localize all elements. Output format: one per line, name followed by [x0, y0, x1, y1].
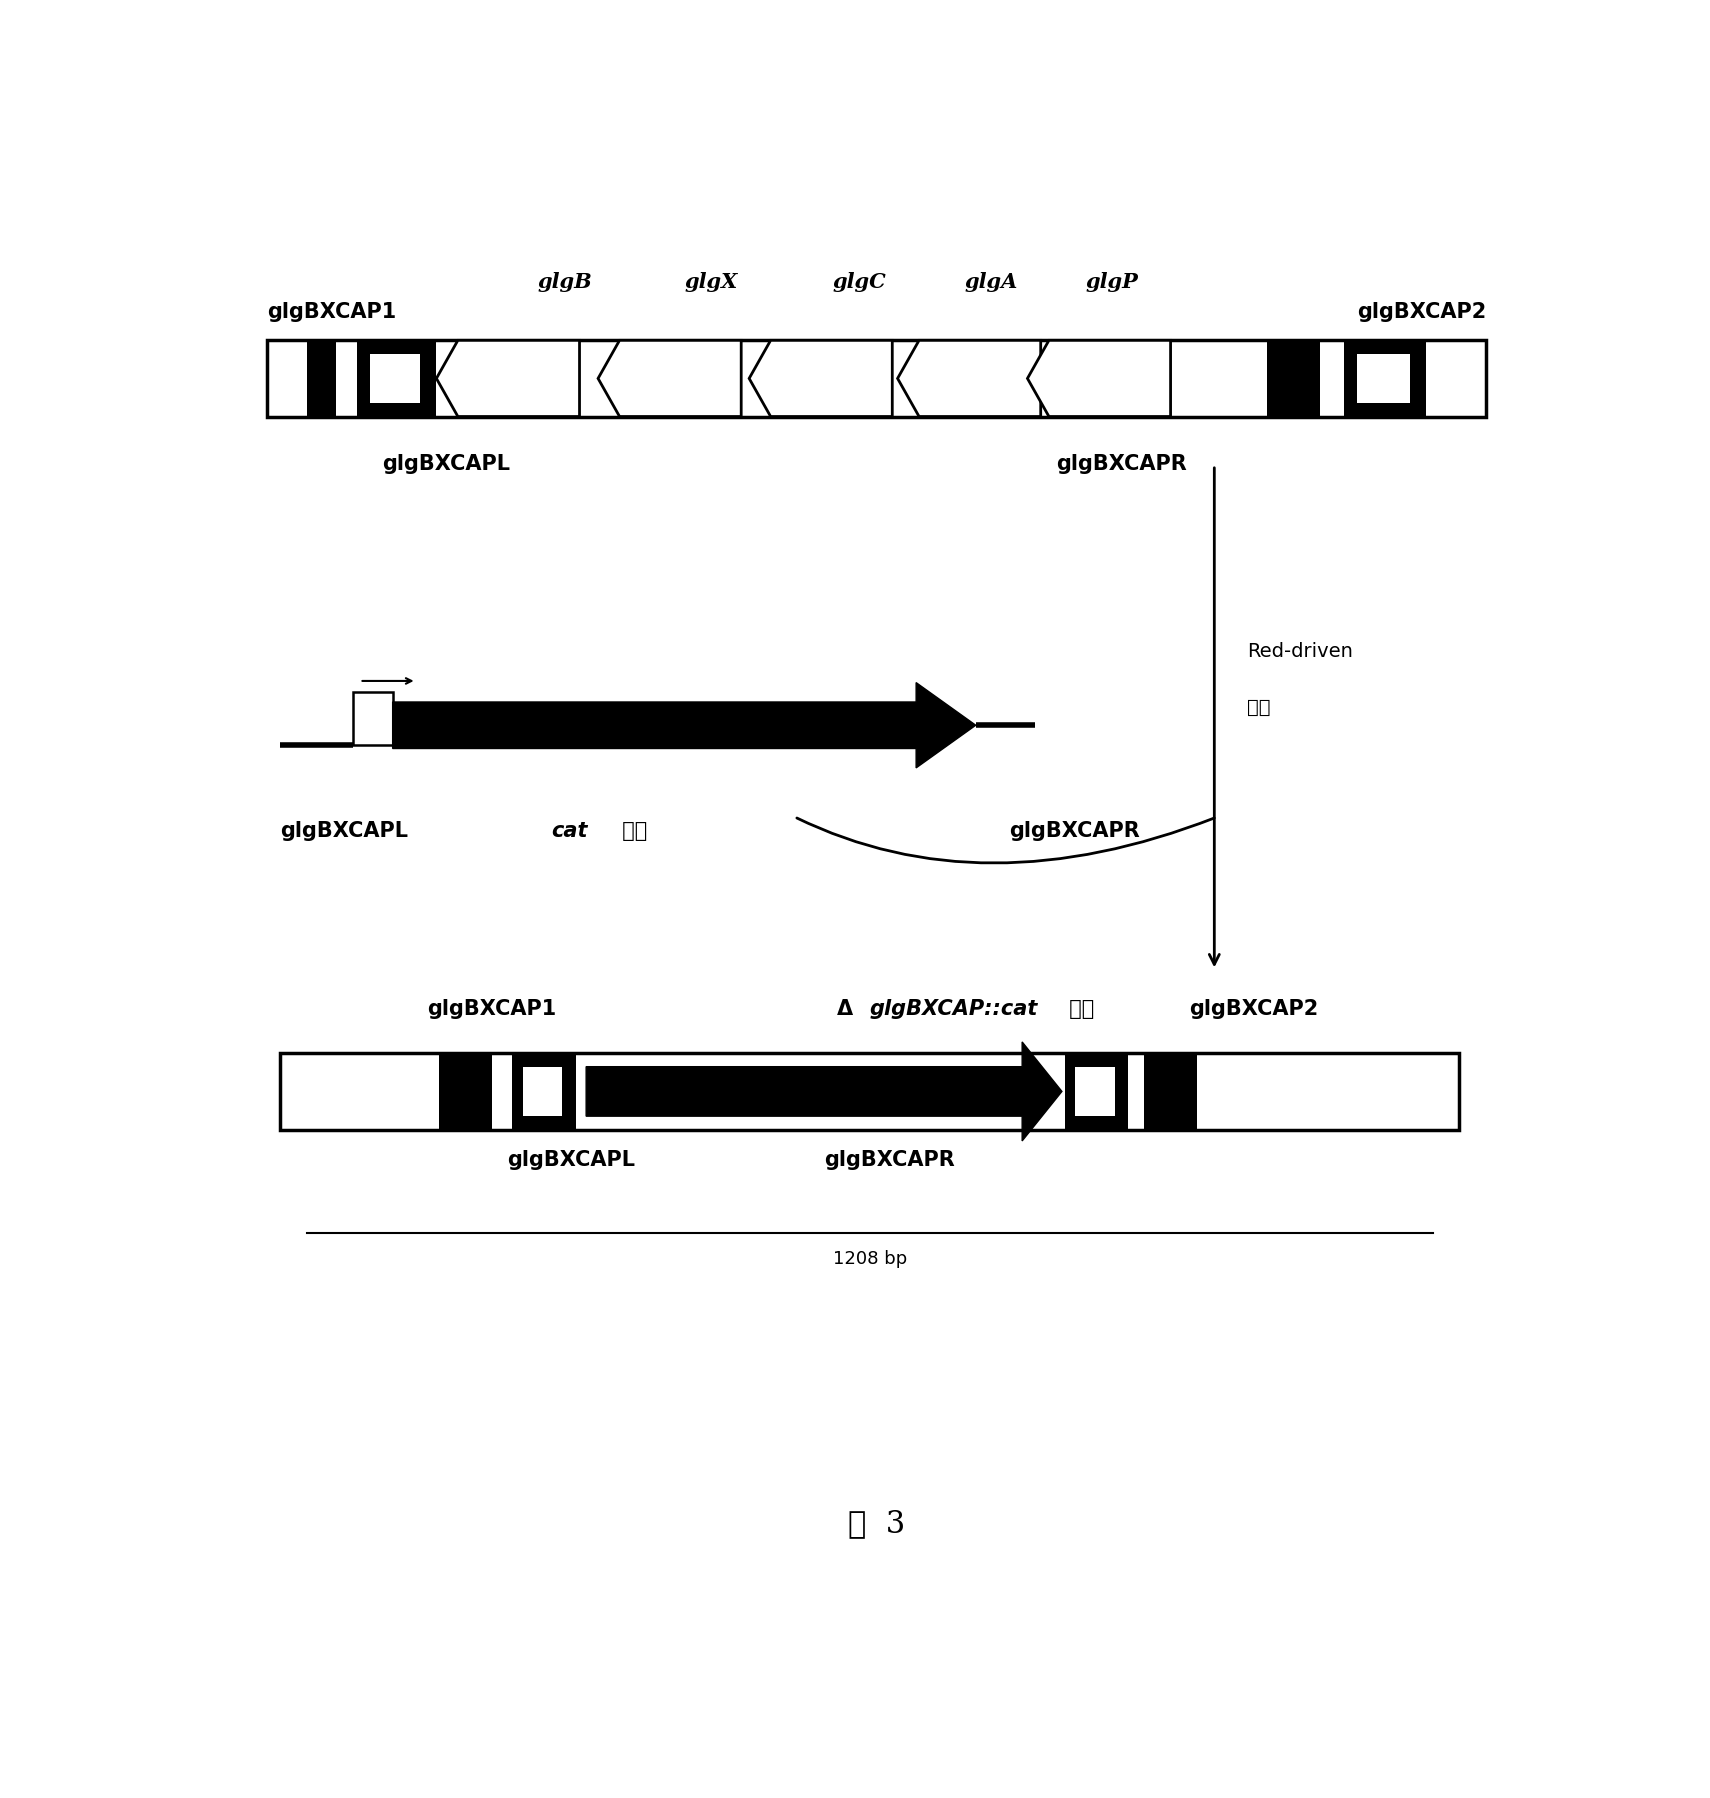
Bar	[357, 340, 436, 417]
Text: glgP: glgP	[1086, 271, 1139, 291]
Polygon shape	[598, 340, 740, 417]
Text: glgBXCAPL: glgBXCAPL	[280, 820, 409, 841]
Bar	[1144, 1054, 1197, 1129]
Bar	[1358, 354, 1411, 403]
Text: glgA: glgA	[964, 271, 1019, 291]
Text: 基因: 基因	[1062, 998, 1094, 1019]
Bar	[267, 340, 1486, 417]
Bar	[1344, 340, 1426, 417]
Text: glgBXCAPR: glgBXCAPR	[1057, 453, 1187, 475]
Text: glgBXCAPL: glgBXCAPL	[508, 1151, 636, 1170]
Text: 图  3: 图 3	[848, 1509, 905, 1539]
Text: glgBXCAPR: glgBXCAPR	[1009, 820, 1139, 841]
Text: glgBXCAP::cat: glgBXCAP::cat	[870, 998, 1038, 1019]
Bar	[1267, 340, 1320, 417]
Text: 基因: 基因	[616, 820, 648, 841]
Text: glgBXCAP1: glgBXCAP1	[428, 998, 557, 1019]
Polygon shape	[436, 340, 580, 417]
Text: glgB: glgB	[537, 271, 592, 291]
Bar	[352, 692, 393, 744]
Text: glgBXCAP2: glgBXCAP2	[1190, 998, 1318, 1019]
Text: glgC: glgC	[833, 271, 886, 291]
Bar	[1076, 1068, 1115, 1115]
Text: glgX: glgX	[684, 271, 737, 291]
Bar	[1065, 1054, 1129, 1129]
FancyArrow shape	[393, 683, 976, 768]
FancyArrow shape	[587, 1041, 1062, 1142]
Text: Δ: Δ	[836, 998, 853, 1019]
Bar	[511, 1054, 576, 1129]
Polygon shape	[1028, 340, 1171, 417]
Bar	[523, 1068, 563, 1115]
Bar	[306, 340, 335, 417]
Polygon shape	[898, 340, 1041, 417]
Text: cat: cat	[552, 820, 588, 841]
Text: Red-driven: Red-driven	[1247, 642, 1353, 662]
Bar	[439, 1054, 492, 1129]
Bar	[280, 1054, 1459, 1129]
Text: glgBXCAP1: glgBXCAP1	[267, 302, 397, 322]
Bar	[369, 354, 421, 403]
Text: glgBXCAP2: glgBXCAP2	[1356, 302, 1486, 322]
Text: 1208 bp: 1208 bp	[833, 1250, 906, 1268]
Text: 整合: 整合	[1247, 698, 1271, 717]
Text: glgBXCAPR: glgBXCAPR	[824, 1151, 954, 1170]
Polygon shape	[749, 340, 893, 417]
Text: glgBXCAPL: glgBXCAPL	[381, 453, 510, 475]
